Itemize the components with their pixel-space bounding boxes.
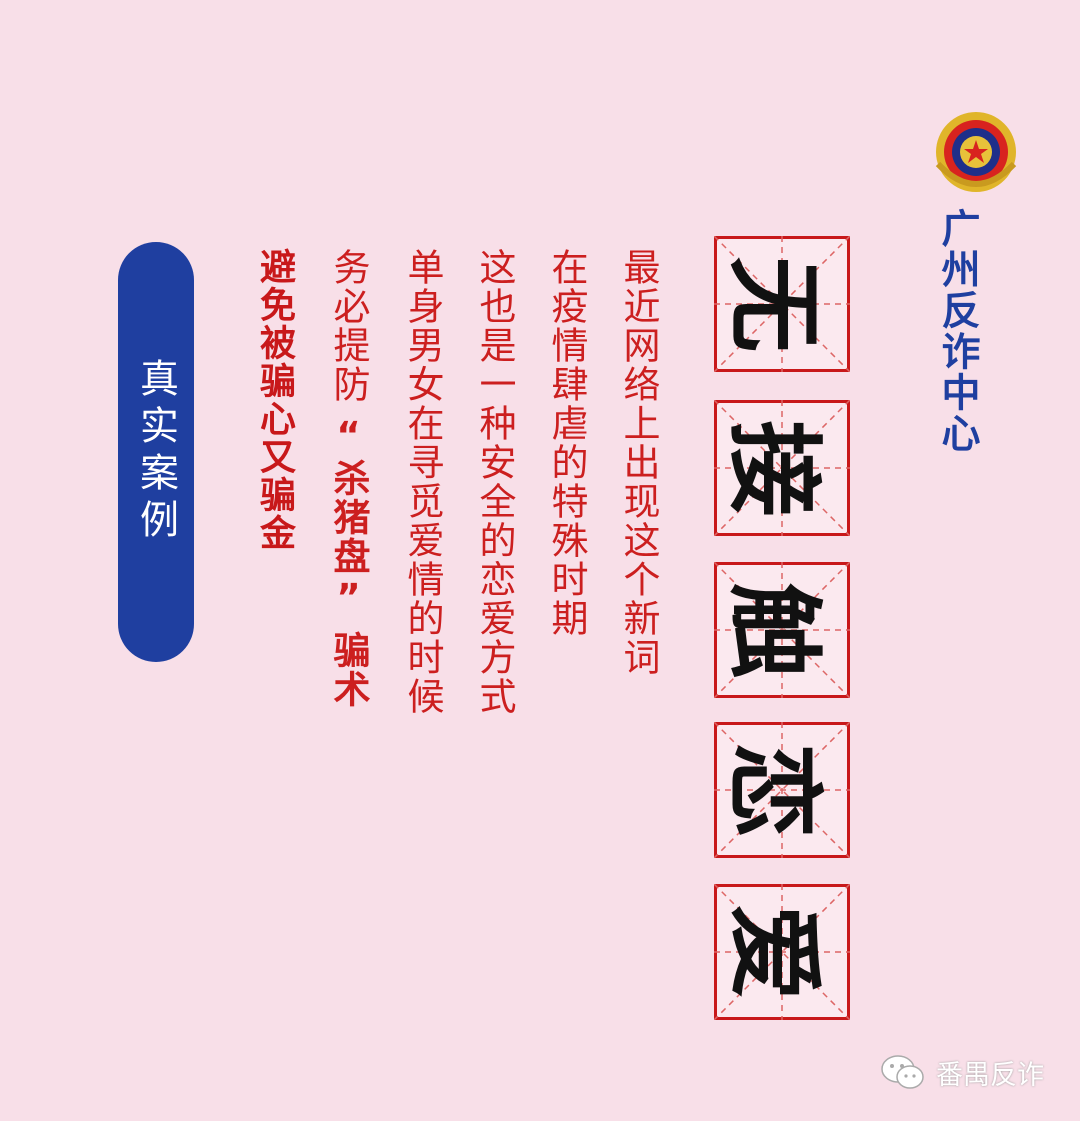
warning-suffix: 骗术 <box>327 631 370 709</box>
watermark-text: 番禺反诈 <box>936 1059 1044 1091</box>
title-char-box: 接 <box>714 400 850 536</box>
grid-box-icon <box>714 884 850 1020</box>
title-char-box: 触 <box>714 562 850 698</box>
grid-box-icon <box>714 562 850 698</box>
title-char: 接 <box>717 420 830 516</box>
title-char-box: 恋 <box>714 722 850 858</box>
grid-box-icon <box>714 722 850 858</box>
wechat-icon <box>881 1055 924 1089</box>
warning-prefix: 务必提防 <box>327 248 370 404</box>
police-emblem-icon <box>935 112 1017 192</box>
section-label-badge: 真实案例 <box>118 242 194 662</box>
closing-line: 避免被骗心又骗金 <box>254 248 295 552</box>
title-char: 恋 <box>717 742 830 838</box>
grid-box-icon <box>714 400 850 536</box>
title-char: 无 <box>717 256 830 352</box>
org-name: 广州反诈中心 <box>935 208 980 454</box>
grid-box-icon <box>714 236 850 372</box>
body-line: 在疫情肆虐的特殊时期 <box>545 248 588 638</box>
title-char-box: 无 <box>714 236 850 372</box>
body-line: 单身男女在寻觅爱情的时候 <box>401 248 444 716</box>
title-char: 触 <box>717 582 830 678</box>
watermark: 番禺反诈 <box>880 1052 1044 1092</box>
title-char: 爱 <box>717 904 830 1000</box>
section-label: 真实案例 <box>133 358 179 546</box>
warning-line: 务必提防 “杀猪盘” 骗术 <box>327 248 370 709</box>
body-line: 最近网络上出现这个新词 <box>617 248 660 677</box>
title-char-box: 爱 <box>714 884 850 1020</box>
body-line: 这也是一种安全的恋爱方式 <box>473 248 516 716</box>
warning-term: “杀猪盘” <box>327 414 370 621</box>
